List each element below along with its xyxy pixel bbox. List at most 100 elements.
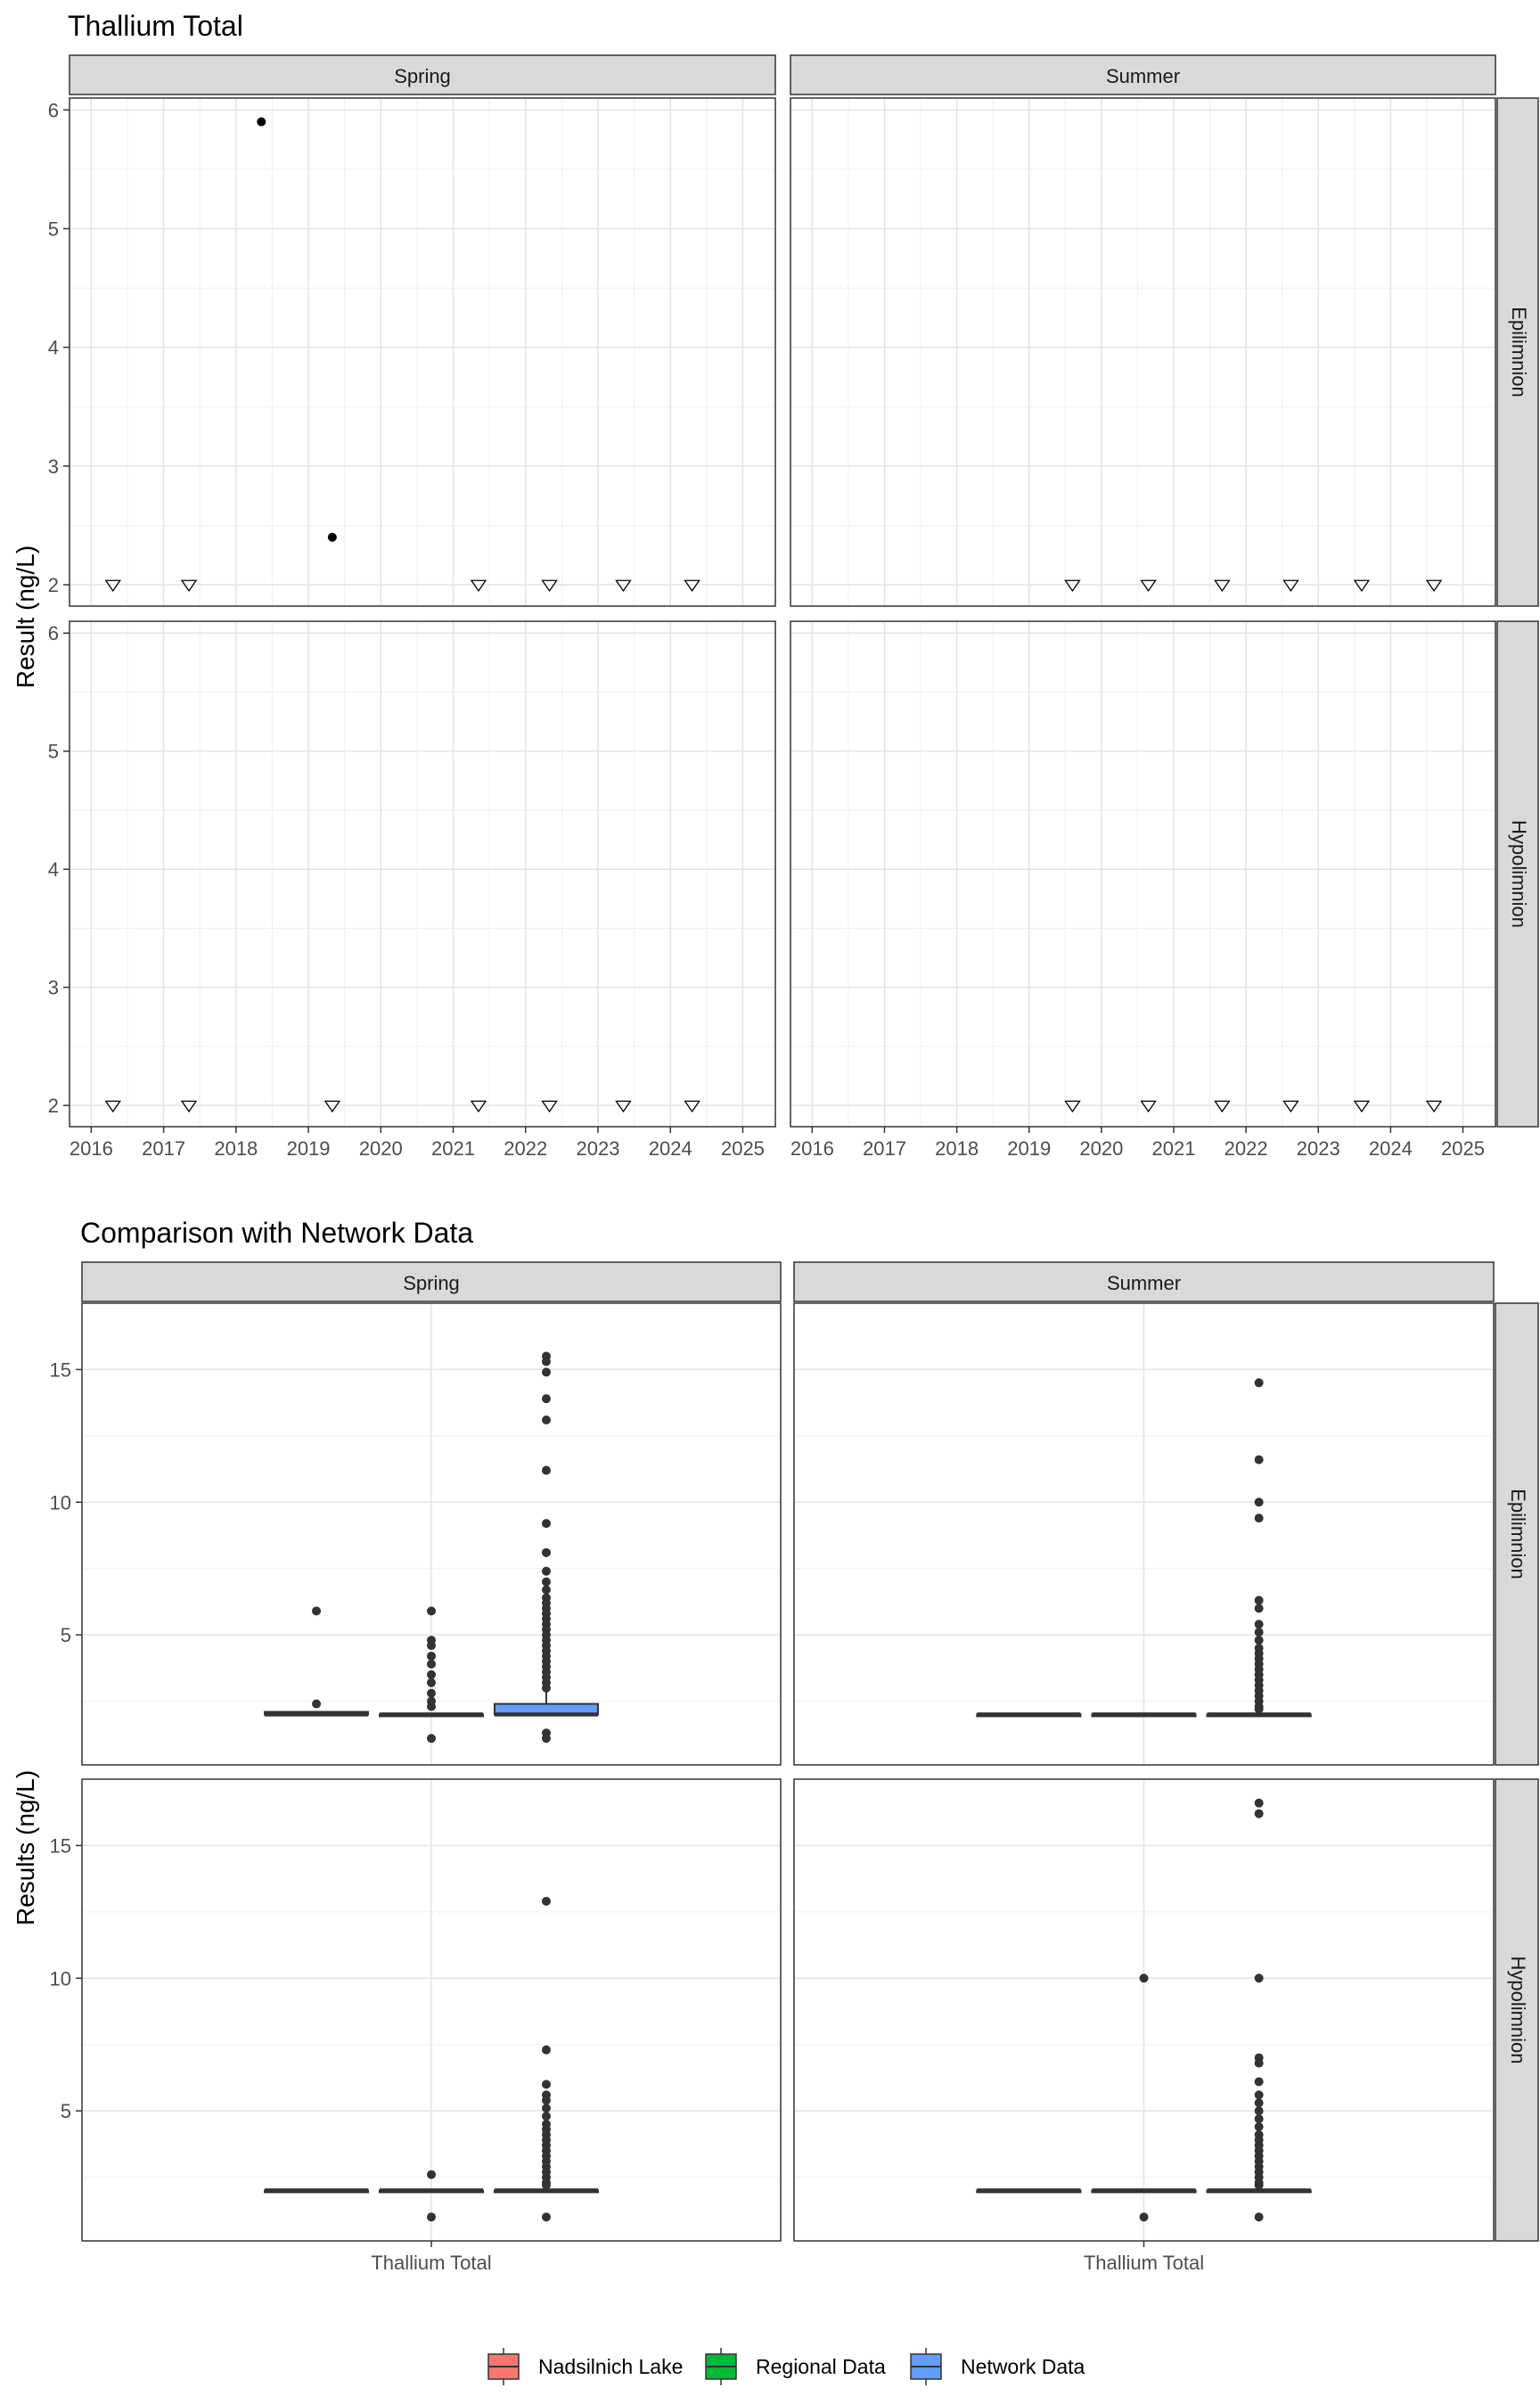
below-detection-marker — [470, 1100, 487, 1113]
below-detection-marker — [541, 1100, 558, 1113]
panel-border — [790, 620, 1496, 1128]
x-tick-label: 2019 — [287, 1137, 331, 1160]
x-tick-label: 2022 — [1225, 1137, 1268, 1160]
y-tick-label: 5 — [61, 1624, 71, 1646]
outlier-point — [541, 1357, 551, 1366]
box-nadsilnich-lake — [976, 1712, 1082, 1718]
x-tick-label: 2024 — [649, 1137, 692, 1160]
x-tick-label: 2025 — [721, 1137, 765, 1160]
facet-strip-label-spring: Spring — [403, 1272, 460, 1294]
x-tick-label: 2025 — [1441, 1137, 1485, 1160]
outlier-point — [541, 1585, 551, 1595]
panel-summer-hypolimnion — [793, 1778, 1495, 2242]
x-tick-label: 2016 — [790, 1137, 834, 1160]
x-tick-label: Thallium Total — [1084, 2252, 1204, 2274]
facet-strip-label-spring: Spring — [394, 65, 451, 87]
panel-background — [70, 621, 775, 1127]
panel-background — [790, 98, 1495, 606]
facet-strip-label-hypolimnion: Hypolimnion — [1507, 1956, 1529, 2064]
outlier-point — [1254, 1809, 1264, 1818]
outlier-point — [541, 2080, 551, 2089]
y-tick-label: 2 — [48, 1095, 59, 1117]
outlier-point — [1254, 1798, 1264, 1808]
x-tick-label: 2017 — [142, 1137, 185, 1160]
outlier-point — [427, 1670, 436, 1679]
below-detection-marker — [1064, 1100, 1081, 1113]
x-tick-label: 2021 — [1152, 1137, 1196, 1160]
outlier-point — [541, 1734, 551, 1744]
below-detection-marker — [104, 579, 121, 592]
below-detection-marker — [1353, 1100, 1371, 1113]
facet-strip-hypolimnion — [1495, 1778, 1539, 2242]
y-tick-label: 10 — [50, 1967, 71, 1990]
outlier-point — [312, 1699, 322, 1709]
x-tick-label: 2022 — [504, 1137, 547, 1160]
x-tick-label: 2024 — [1369, 1137, 1413, 1160]
below-detection-marker — [615, 1100, 632, 1113]
box-network-data — [1206, 1378, 1312, 1718]
x-tick-label: Thallium Total — [371, 2252, 491, 2274]
below-detection-marker — [541, 579, 558, 592]
facet-strip-label-epilimnion: Epilimnion — [1508, 307, 1530, 398]
box-nadsilnich-lake — [976, 2188, 1082, 2194]
below-detection-marker — [615, 579, 632, 592]
y-tick-label: 15 — [50, 1358, 71, 1381]
below-detection-marker — [1214, 579, 1231, 592]
outlier-point — [427, 1606, 436, 1616]
y-tick-label: 5 — [61, 2100, 71, 2122]
box-nadsilnich-lake — [264, 2188, 370, 2194]
box-network-data — [1206, 1798, 1312, 2222]
data-point — [327, 532, 337, 542]
outlier-point — [1254, 2098, 1264, 2108]
outlier-point — [541, 1547, 551, 1557]
facet-strip-summer — [793, 1261, 1495, 1302]
outlier-point — [1254, 2180, 1264, 2190]
y-tick-label: 6 — [48, 622, 59, 644]
panel-spring-epilimnion — [69, 97, 776, 607]
y-axis-label-top: Result (ng/L) — [12, 546, 39, 688]
below-detection-marker — [1425, 1100, 1443, 1113]
panel-summer-hypolimnion — [790, 620, 1496, 1128]
below-detection-marker — [1282, 1100, 1299, 1113]
outlier-point — [541, 1465, 551, 1475]
panel-summer-epilimnion — [793, 1302, 1495, 1766]
outlier-point — [541, 1577, 551, 1587]
x-tick-label: 2019 — [1007, 1137, 1051, 1160]
outlier-point — [541, 1394, 551, 1404]
below-detection-marker — [1064, 579, 1081, 592]
y-tick-label: 6 — [48, 99, 59, 121]
facet-strip-epilimnion — [1496, 97, 1539, 607]
facet-strip-label-summer: Summer — [1107, 1272, 1181, 1294]
outlier-point — [1254, 1628, 1264, 1637]
panel-summer-epilimnion — [790, 97, 1496, 607]
outlier-point — [1254, 2077, 1264, 2087]
outlier-point — [1254, 1514, 1264, 1523]
below-detection-marker — [104, 1100, 121, 1113]
outlier-point — [541, 2180, 551, 2190]
outlier-point — [541, 1896, 551, 1906]
outlier-point — [1254, 2090, 1264, 2100]
outlier-point — [1254, 2212, 1264, 2222]
outlier-point — [1254, 1604, 1264, 1613]
outlier-point — [427, 1688, 436, 1698]
x-tick-label: 2023 — [1297, 1137, 1340, 1160]
below-detection-marker — [324, 1100, 341, 1113]
facet-strip-spring — [81, 1261, 782, 1302]
outlier-point — [541, 2212, 551, 2222]
legend-label: Regional Data — [756, 2355, 886, 2378]
legend-label: Nadsilnich Lake — [538, 2355, 683, 2378]
panel-border — [81, 1302, 782, 1766]
time-series-chart: Spring Summer Epilimnion Hypolimnion 2 3 4 5 6 2 3… — [48, 54, 1539, 1160]
facet-strip-epilimnion — [1495, 1302, 1539, 1766]
outlier-point — [427, 1734, 436, 1744]
legend: Nadsilnich Lake Regional Data Network Data — [487, 2348, 1085, 2385]
below-detection-marker — [1425, 579, 1443, 592]
below-detection-marker — [684, 579, 700, 592]
panel-border — [69, 97, 776, 607]
chart-title-comparison: Comparison with Network Data — [80, 1217, 473, 1249]
x-tick-label: 2018 — [935, 1137, 979, 1160]
outlier-point — [541, 1367, 551, 1377]
outlier-point — [1139, 1973, 1149, 1983]
below-detection-marker — [1214, 1100, 1231, 1113]
panel-border — [790, 97, 1496, 607]
